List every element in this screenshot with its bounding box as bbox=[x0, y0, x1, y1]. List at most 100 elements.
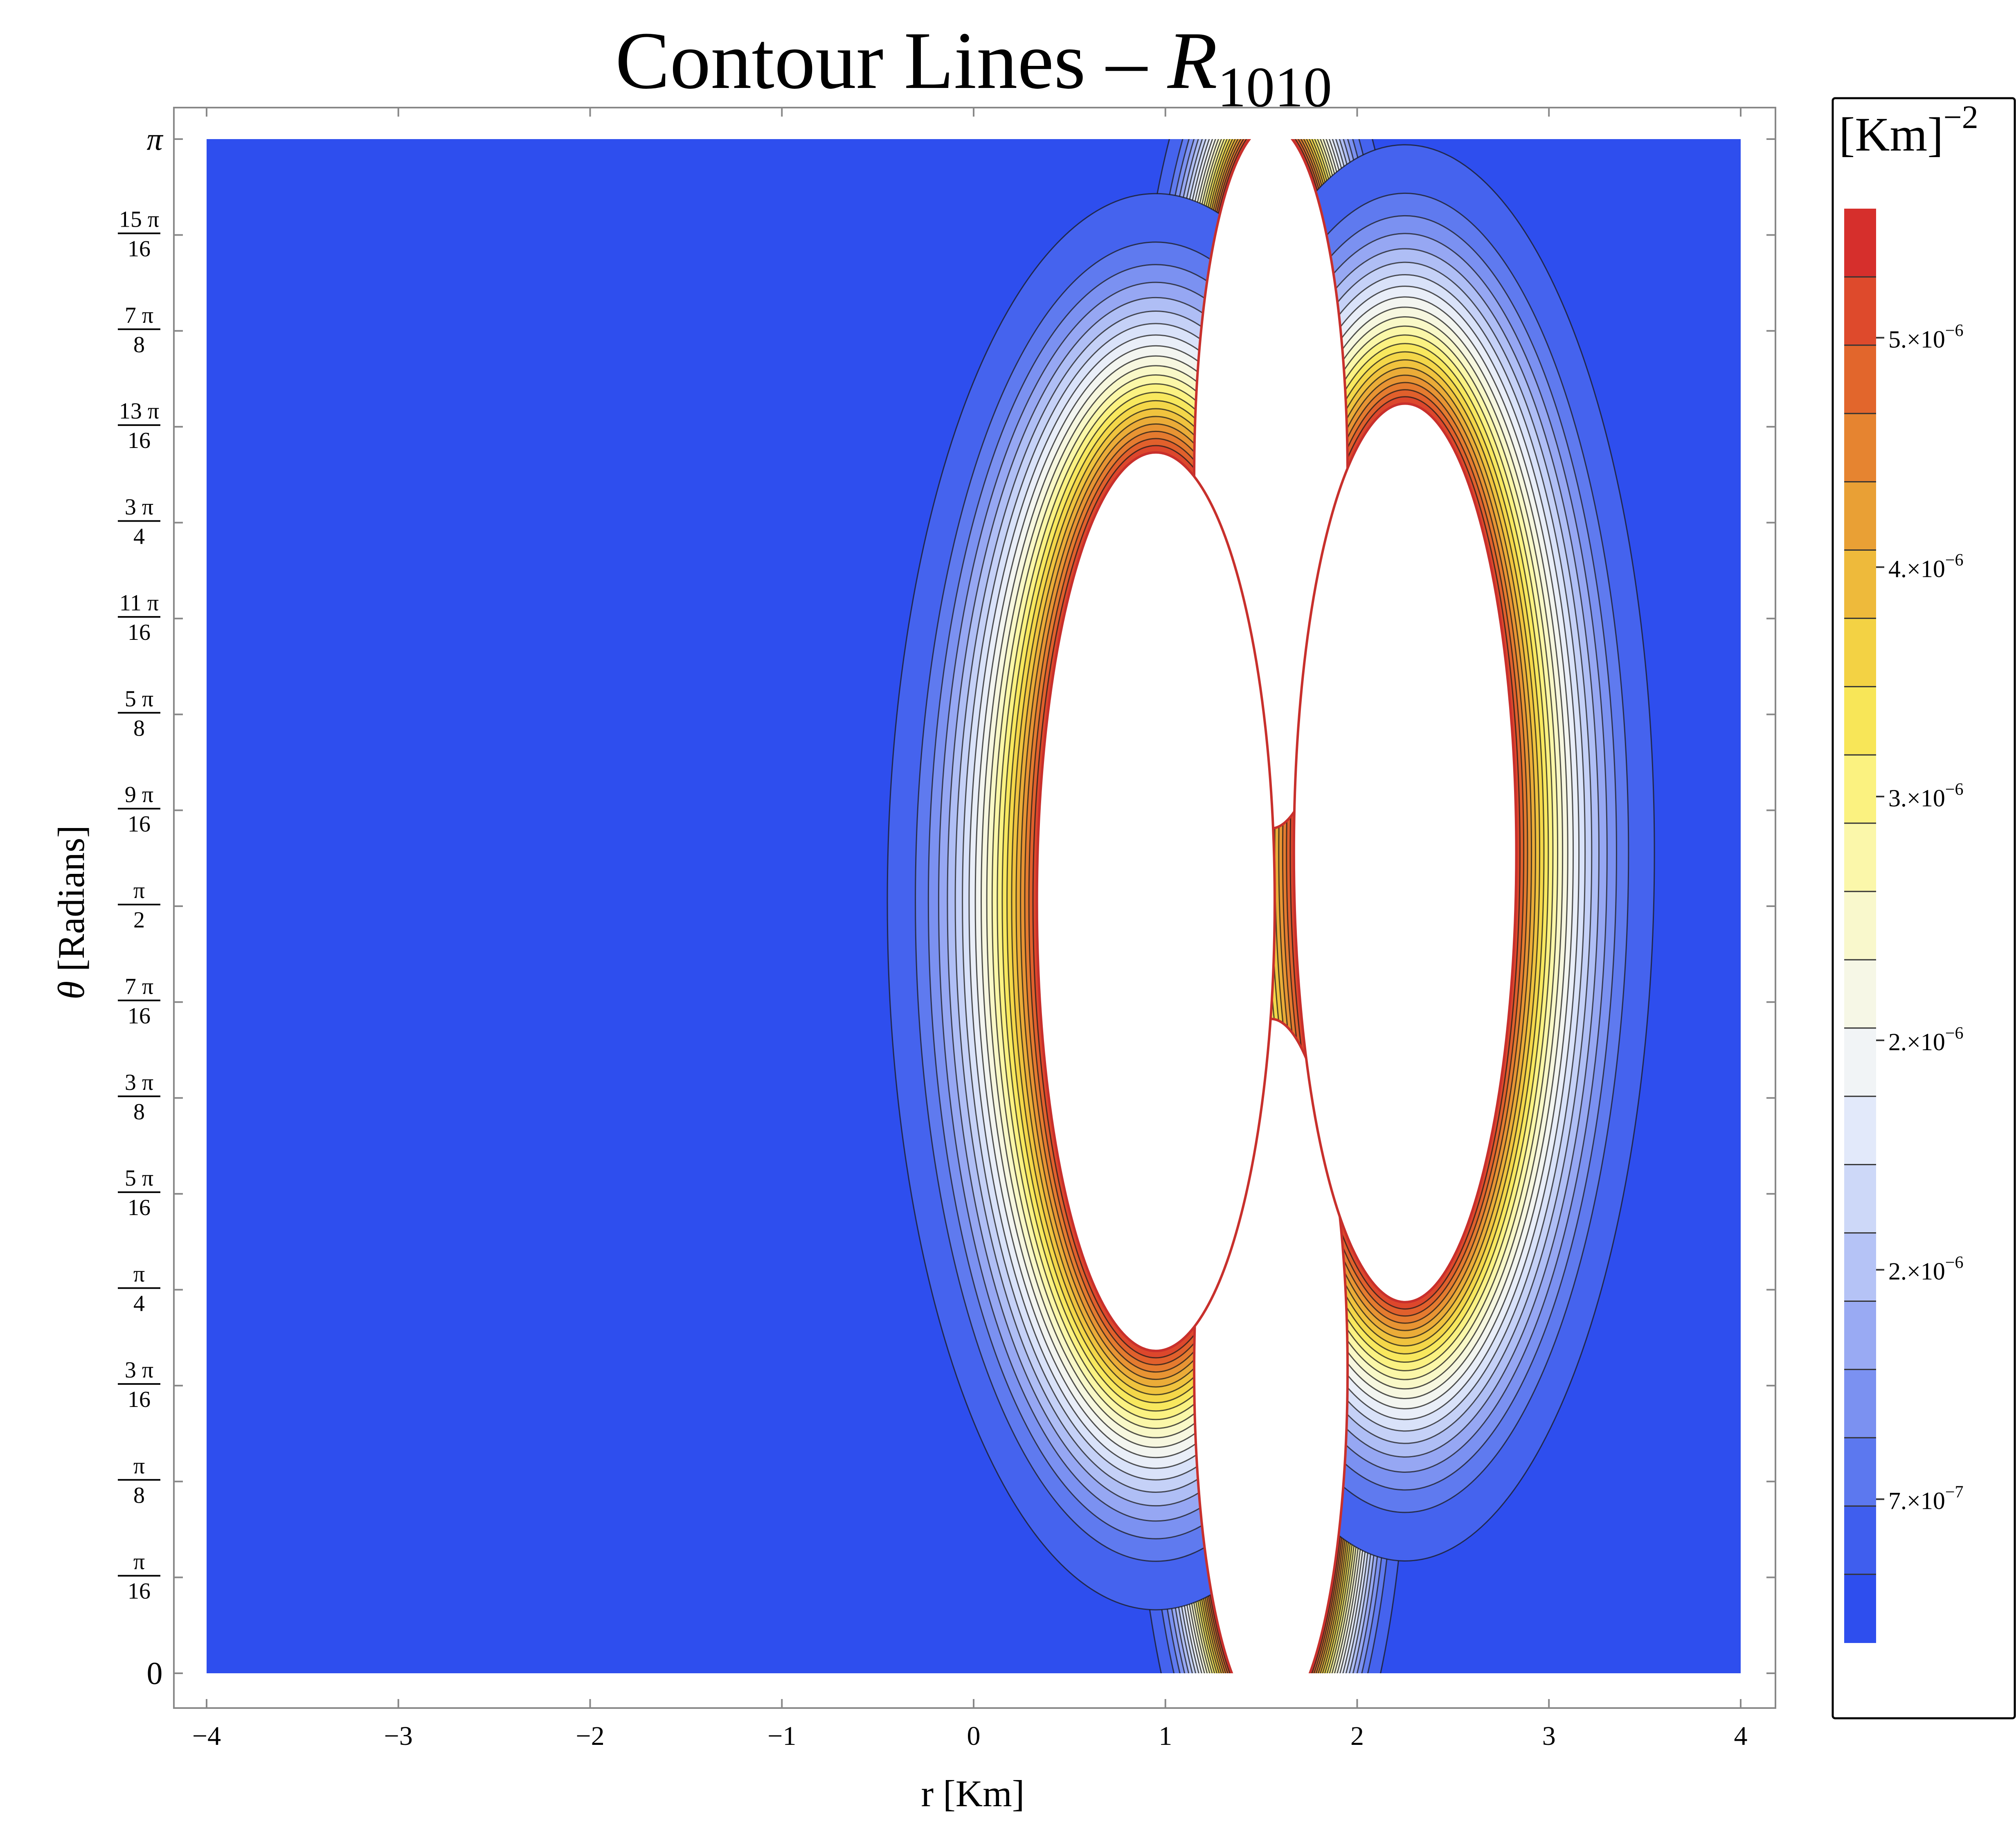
y-tick-label: π bbox=[146, 121, 163, 157]
colorbar-swatch bbox=[1844, 413, 1876, 482]
colorbar-tick-label: 2.×10−6 bbox=[1888, 1254, 1964, 1285]
chart-title-symbol: R bbox=[1167, 16, 1217, 106]
colorbar-swatch bbox=[1844, 1438, 1876, 1507]
colorbar-swatch bbox=[1844, 1096, 1876, 1165]
y-tick-label: 7 π8 bbox=[118, 303, 160, 358]
colorbar-unit-label: [Km]−2 bbox=[1839, 99, 1978, 161]
y-tick-denominator: 16 bbox=[128, 1003, 151, 1029]
y-tick-label: 11 π 16 bbox=[118, 590, 160, 645]
y-tick-denominator: 8 bbox=[133, 332, 145, 358]
x-tick-label: −2 bbox=[576, 1721, 604, 1751]
y-tick-denominator: 2 bbox=[133, 907, 145, 933]
contour-core-left bbox=[1035, 451, 1276, 1353]
colorbar-swatch bbox=[1844, 1369, 1876, 1438]
colorbar-swatch bbox=[1844, 1506, 1876, 1575]
chart-title: Contour Lines – R1010 bbox=[615, 16, 1332, 119]
colorbar-tick-label: 5.×10−6 bbox=[1888, 321, 1964, 353]
y-axis-label-text: [Radians] bbox=[50, 825, 92, 981]
y-tick-denominator: 16 bbox=[128, 1195, 151, 1220]
y-tick-numerator: 15 π bbox=[119, 207, 159, 232]
contour-bands bbox=[886, 139, 1655, 1673]
y-tick-label: 5 π16 bbox=[118, 1166, 160, 1220]
y-tick-numerator: 3 π bbox=[125, 1357, 153, 1383]
y-tick-denominator: 8 bbox=[133, 716, 145, 741]
y-tick-label: 3 π16 bbox=[118, 1357, 160, 1412]
contour-core-right bbox=[1292, 402, 1518, 1303]
x-tick-label: 1 bbox=[1159, 1721, 1172, 1751]
y-tick-denominator: 4 bbox=[133, 524, 145, 549]
y-tick-label: 5 π8 bbox=[118, 686, 160, 741]
y-tick-denominator: 4 bbox=[133, 1291, 145, 1317]
y-tick-numerator: π bbox=[133, 878, 145, 903]
y-tick-numerator: 7 π bbox=[125, 974, 153, 999]
colorbar-labels: 5.×10−6 4.×10−6 3.×10−6 2.×10−6 2.×10−6 7.×10… bbox=[1876, 321, 1964, 1515]
colorbar-unit-exponent: −2 bbox=[1944, 99, 1978, 135]
colorbar-swatch bbox=[1844, 550, 1876, 619]
colorbar-tick-label: 2.×10−6 bbox=[1888, 1024, 1964, 1056]
colorbar-swatch bbox=[1844, 959, 1876, 1029]
colorbar-tick-label: 7.×10−7 bbox=[1888, 1483, 1964, 1515]
colorbar-swatch bbox=[1844, 209, 1876, 277]
y-tick-denominator: 8 bbox=[133, 1099, 145, 1125]
y-tick-label: π 16 bbox=[118, 1549, 160, 1604]
colorbar-swatch bbox=[1844, 1574, 1876, 1643]
colorbar-legend: [Km]−2 5.×10−6 4.×10−6 3.×10−6 2.×10−6 2.×10… bbox=[1832, 97, 2016, 1719]
y-tick-numerator: 11 π bbox=[119, 590, 159, 616]
colorbar-swatch bbox=[1844, 891, 1876, 960]
colorbar-frame bbox=[1832, 97, 2016, 1719]
colorbar-swatch bbox=[1844, 1233, 1876, 1302]
colorbar-swatch bbox=[1844, 1164, 1876, 1233]
y-tick-label: 9 π16 bbox=[118, 782, 160, 837]
colorbar-unit-text: [Km] bbox=[1839, 108, 1944, 161]
y-tick-label: 3 π8 bbox=[118, 1070, 160, 1125]
y-tick-denominator: 16 bbox=[128, 812, 151, 837]
x-tick-label: 4 bbox=[1734, 1721, 1748, 1751]
y-tick-numerator: 5 π bbox=[125, 1166, 153, 1191]
y-tick-label: π4 bbox=[118, 1262, 160, 1317]
y-tick-numerator: π bbox=[133, 1549, 145, 1575]
y-tick-label: 13 π 16 bbox=[118, 398, 160, 453]
colorbar-swatch bbox=[1844, 277, 1876, 346]
colorbar-swatch bbox=[1844, 345, 1876, 414]
y-tick-label: 15 π 16 bbox=[118, 207, 160, 261]
colorbar-swatch bbox=[1844, 1301, 1876, 1370]
y-tick-numerator: 5 π bbox=[125, 686, 153, 711]
colorbar-swatch bbox=[1844, 823, 1876, 892]
y-axis-label: θ [Radians] bbox=[50, 825, 92, 999]
y-tick-label: 7 π16 bbox=[118, 974, 160, 1029]
colorbar-swatch bbox=[1844, 755, 1876, 824]
x-axis-label: r [Km] bbox=[921, 1773, 1025, 1814]
y-tick-numerator: 3 π bbox=[125, 1070, 153, 1095]
y-tick-numerator: π bbox=[133, 1453, 145, 1479]
y-tick-label: 0 bbox=[147, 1655, 163, 1691]
y-tick-numerator: 13 π bbox=[119, 398, 159, 424]
x-tick-label: −1 bbox=[767, 1721, 796, 1751]
chart-title-main: Contour Lines – bbox=[615, 16, 1168, 106]
x-tick-label: −4 bbox=[192, 1721, 221, 1751]
colorbar-swatch bbox=[1844, 618, 1876, 687]
y-axis-label-symbol: θ bbox=[50, 981, 92, 999]
y-tick-denominator: 16 bbox=[128, 236, 151, 261]
x-tick-label: 3 bbox=[1542, 1721, 1556, 1751]
x-tick-label: −3 bbox=[384, 1721, 413, 1751]
y-tick-denominator: 16 bbox=[128, 1387, 151, 1412]
y-tick-denominator: 16 bbox=[128, 428, 151, 453]
y-tick-numerator: π bbox=[133, 1262, 145, 1287]
y-tick-numerator: 7 π bbox=[125, 303, 153, 328]
x-tick-label: 0 bbox=[967, 1721, 981, 1751]
y-tick-label: π8 bbox=[118, 1453, 160, 1508]
y-tick-numerator: 9 π bbox=[125, 782, 153, 808]
y-tick-label: π2 bbox=[118, 878, 160, 933]
colorbar-swatch bbox=[1844, 686, 1876, 756]
x-axis-ticks: −4 −3 −2 −1 0 1 2 3 4 bbox=[192, 108, 1748, 1751]
y-tick-denominator: 16 bbox=[128, 620, 151, 645]
colorbar-swatch bbox=[1844, 1028, 1876, 1097]
x-tick-label: 2 bbox=[1350, 1721, 1364, 1751]
colorbar-tick-label: 3.×10−6 bbox=[1888, 780, 1964, 812]
colorbar-swatches bbox=[1844, 209, 1876, 1643]
y-tick-label: 3 π4 bbox=[118, 495, 160, 549]
colorbar-swatch bbox=[1844, 482, 1876, 551]
y-tick-denominator: 8 bbox=[133, 1483, 145, 1508]
